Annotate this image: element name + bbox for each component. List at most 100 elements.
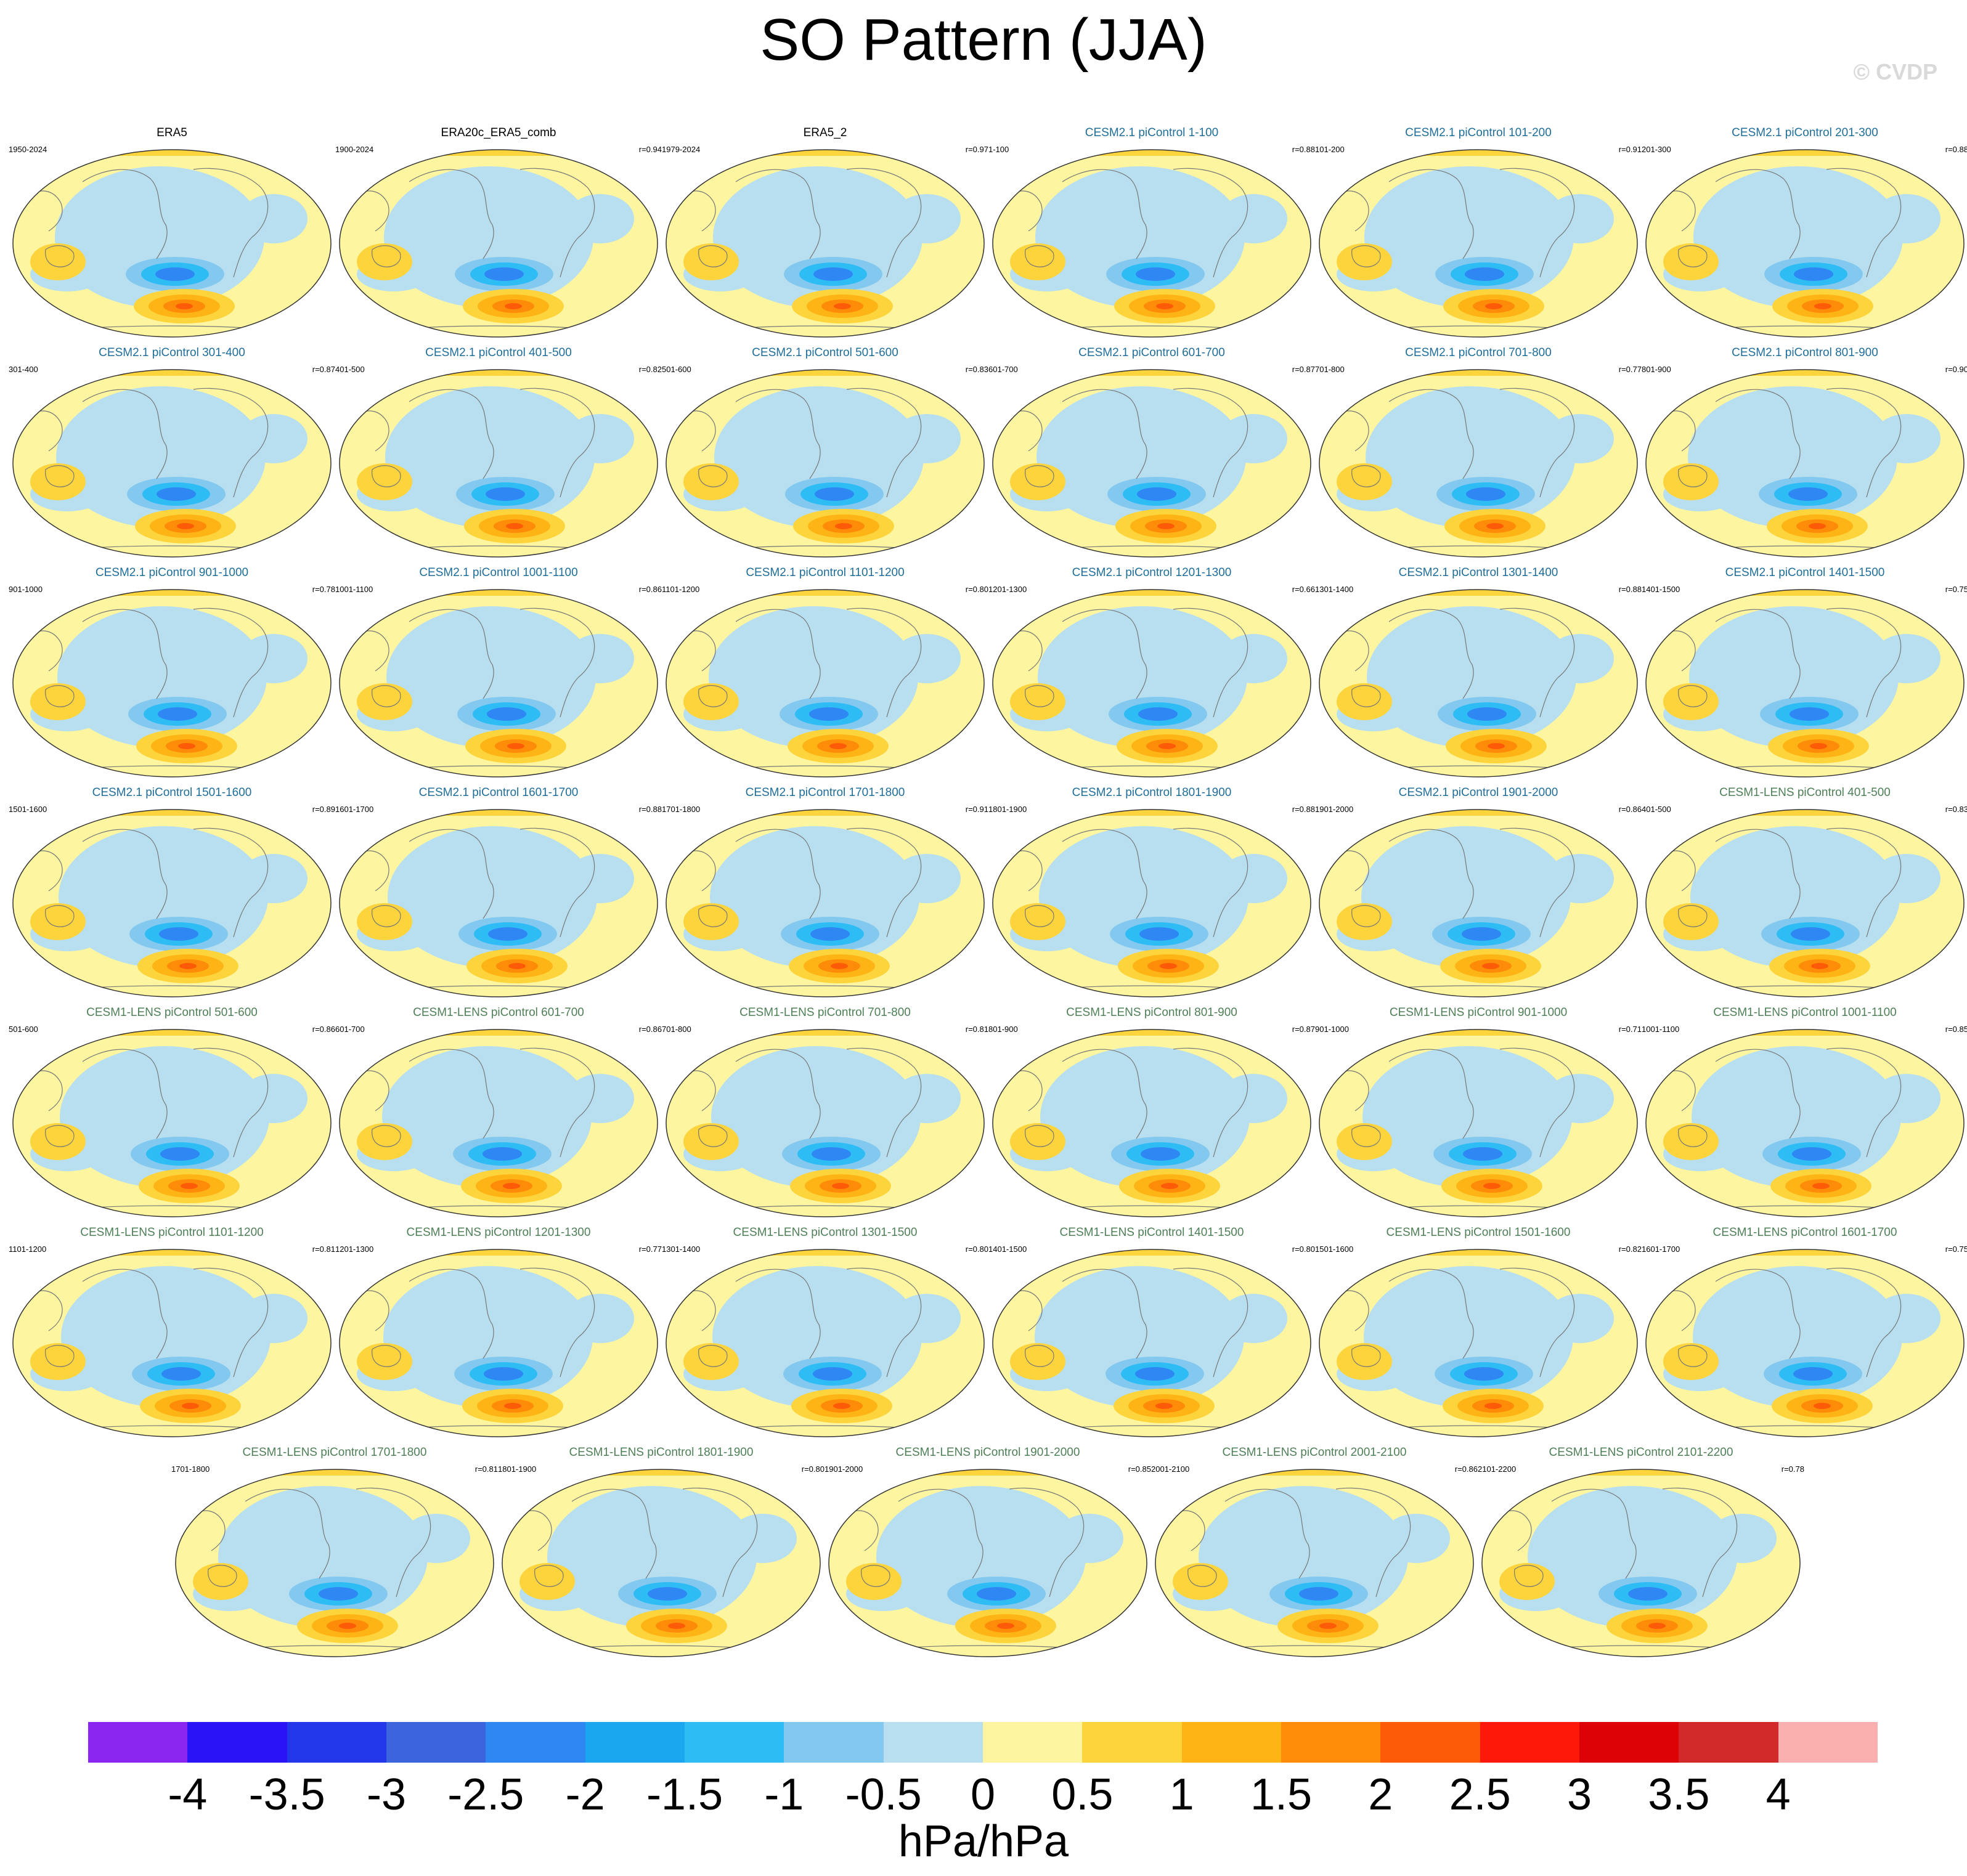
positive-core xyxy=(1811,963,1828,969)
coastline xyxy=(1499,388,1575,498)
colorbar xyxy=(88,1722,1878,1763)
negative-core xyxy=(483,1147,522,1161)
panel-correlation: r=0.86 xyxy=(638,585,662,594)
coastline xyxy=(1499,1267,1575,1378)
positive-region xyxy=(30,683,86,720)
negative-region xyxy=(1546,194,1614,243)
positive-core xyxy=(181,1183,198,1189)
coastline xyxy=(1678,905,1708,927)
map-panel: CESM1-LENS piControl 401-500 401-500 r=0.8… xyxy=(1642,786,1967,1002)
coastline xyxy=(1351,685,1381,707)
panel-title: CESM2.1 piControl 801-900 xyxy=(1732,346,1878,359)
map-panel: CESM1-LENS piControl 1201-1300 1201-1300 r… xyxy=(335,1226,662,1442)
coastline xyxy=(359,1290,389,1331)
coastline xyxy=(1339,410,1369,452)
coastline xyxy=(1173,827,1248,938)
map-plot xyxy=(666,1029,985,1217)
coastline xyxy=(82,829,168,919)
coastline xyxy=(1062,169,1147,259)
map-panel: CESM1-LENS piControl 701-800 701-800 r=0.8… xyxy=(662,1006,988,1222)
coastline xyxy=(1062,829,1147,919)
map-panel: CESM1-LENS piControl 1701-1800 1701-1800 r… xyxy=(171,1446,498,1662)
panel-period: 1-100 xyxy=(988,145,1009,154)
coastline xyxy=(1025,1125,1054,1147)
panel-correlation: r=0.87 xyxy=(312,365,335,374)
map-plot xyxy=(992,589,1311,778)
coastline xyxy=(1499,168,1575,278)
colorbar-tick-label: 0 xyxy=(970,1770,996,1819)
panel-title: CESM2.1 piControl 1301-1400 xyxy=(1398,566,1558,579)
positive-region xyxy=(1337,463,1392,500)
colorbar-box xyxy=(784,1722,884,1763)
panel-correlation: r=0.97 xyxy=(965,145,988,154)
arctic-band xyxy=(340,370,658,376)
panel-title: ERA5_2 xyxy=(803,126,847,139)
map-plot xyxy=(666,369,985,558)
positive-core xyxy=(833,1403,850,1409)
coastline xyxy=(1025,685,1054,707)
positive-region xyxy=(357,1123,412,1160)
panel-title: CESM2.1 piControl 901-1000 xyxy=(95,566,249,579)
coastline xyxy=(372,245,401,267)
panel-correlation: r=0.83 xyxy=(1945,805,1967,814)
negative-region xyxy=(1546,854,1614,903)
panel-period: 401-500 xyxy=(1642,805,1671,814)
panel-period: 1901-2000 xyxy=(825,1464,863,1474)
positive-core xyxy=(179,963,197,969)
coastline xyxy=(534,1565,564,1587)
positive-region xyxy=(1663,1123,1719,1160)
positive-core xyxy=(997,1623,1014,1629)
coastline xyxy=(1339,630,1369,672)
coastline xyxy=(359,850,389,891)
positive-core xyxy=(1648,1623,1666,1629)
map-panel: CESM1-LENS piControl 1501-1600 1501-1600 r… xyxy=(1315,1226,1642,1442)
coastline xyxy=(1826,168,1902,278)
map-panel: CESM2.1 piControl 1101-1200 1101-1200 r=0.… xyxy=(662,566,988,782)
positive-core xyxy=(1156,303,1173,309)
map-plot xyxy=(1319,809,1638,997)
coastline xyxy=(1514,1565,1544,1587)
coastline xyxy=(1499,827,1575,938)
map-outline xyxy=(12,1029,332,1217)
map-plot xyxy=(339,149,658,338)
map-plot xyxy=(12,1029,332,1217)
coastline xyxy=(735,829,821,919)
coastline xyxy=(1173,168,1248,278)
coastline xyxy=(1826,607,1902,718)
negative-region xyxy=(1546,1074,1614,1123)
panel-period: 2001-2100 xyxy=(1151,1464,1190,1474)
negative-region xyxy=(1220,854,1287,903)
positive-core xyxy=(1814,1403,1831,1409)
panel-correlation: r=0.88 xyxy=(1292,145,1315,154)
negative-core xyxy=(1790,707,1829,721)
map-outline xyxy=(339,1029,658,1217)
map-plot xyxy=(339,809,658,997)
coastline xyxy=(735,609,821,699)
panel-title: CESM2.1 piControl 1801-1900 xyxy=(1072,786,1232,799)
negative-region xyxy=(1546,1294,1614,1343)
panel-correlation: r=0.81 xyxy=(965,1025,988,1034)
map-panel: ERA20c_ERA5_comb 1900-2024 r=0.94 xyxy=(335,126,662,342)
arctic-band xyxy=(1482,1469,1800,1476)
panel-correlation: r=0.91 xyxy=(1618,145,1642,154)
panel-correlation: r=0.71 xyxy=(1618,1025,1642,1034)
map-plot xyxy=(339,1029,658,1217)
coastline xyxy=(1666,630,1696,672)
panel-correlation: r=0.86 xyxy=(1618,805,1642,814)
panel-period: 1801-1900 xyxy=(498,1464,537,1474)
negative-core xyxy=(1466,487,1505,501)
positive-core xyxy=(668,1623,685,1629)
coastline xyxy=(1339,1290,1369,1331)
panel-title: CESM1-LENS piControl 2001-2100 xyxy=(1222,1446,1407,1459)
positive-region xyxy=(1337,903,1392,940)
coastline xyxy=(1826,388,1902,498)
panel-title: CESM2.1 piControl 201-300 xyxy=(1732,126,1878,139)
coastline xyxy=(686,850,716,891)
coastline xyxy=(33,850,63,891)
positive-region xyxy=(683,1343,739,1380)
positive-region xyxy=(1663,243,1719,280)
coastline xyxy=(1175,1510,1205,1551)
positive-region xyxy=(683,1123,739,1160)
positive-region xyxy=(30,1123,86,1160)
coastline xyxy=(682,1487,758,1598)
